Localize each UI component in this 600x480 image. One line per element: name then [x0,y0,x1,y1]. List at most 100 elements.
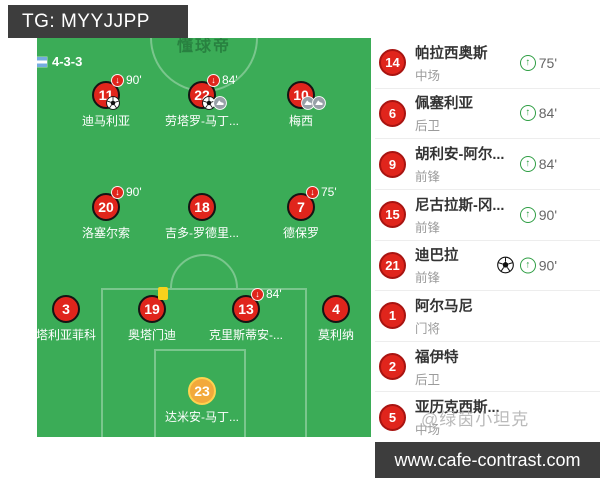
yellow-card-icon [158,287,168,300]
app-watermark: 懂球帝 [176,38,231,55]
author-watermark: @绿茵小坦克 [421,410,530,429]
player-chip-wrap: 19 [138,287,168,323]
bench-player-position: 中场 [415,68,441,83]
bench-player-info: 亚历克西斯... 中场 [415,396,500,438]
formation-label: 4-3-3 [37,54,82,69]
bench-row-badges: ↑ 84' [519,105,557,122]
bench-player-row-14[interactable]: 14 帕拉西奥斯 中场 ↑ 75' [375,38,600,89]
bench-player-position: 门将 [415,321,441,336]
player-number-chip: 3 [52,295,80,323]
pitch-player-13[interactable]: 13 ↓ 84' 克里斯蒂安-... [186,287,306,343]
pitch-player-23[interactable]: 23 达米安-马丁... [142,377,262,425]
pitch-player-3[interactable]: 3 塔利亚菲科 [37,295,126,343]
sub-off-time: 84' [222,73,238,87]
pitch-player-11[interactable]: 11 ↓ 90' 迪马利亚 [46,73,166,129]
bench-player-row-6[interactable]: 6 佩塞利亚 后卫 ↑ 84' [375,89,600,140]
sub-off-badge: ↓ 75' [306,185,337,199]
site-banner: www.cafe-contrast.com [375,442,600,478]
bench-player-name: 帕拉西奥斯 [415,45,488,62]
goal-area-line [154,349,246,437]
bench-player-info: 阿尔马尼 门将 [415,295,473,337]
pitch-player-22[interactable]: 22 ↓ 84' 劳塔罗-马丁... [142,73,262,129]
pitch-player-7[interactable]: 7 ↓ 75' 德保罗 [241,185,361,241]
bench-player-name: 迪巴拉 [415,248,459,265]
player-name: 德保罗 [282,226,319,240]
penalty-box-line [101,288,307,437]
bench-player-row-1[interactable]: 1 阿尔马尼 门将 [375,291,600,342]
event-icons [106,96,120,110]
player-name: 达米安-马丁... [165,410,239,424]
player-chip-wrap: 18 [188,193,216,221]
sub-off-arrow-icon: ↓ [207,73,220,87]
bench-number-chip: 14 [379,49,406,77]
sub-off-arrow-icon: ↓ [111,185,124,199]
player-number-chip: 13 [232,295,260,323]
sub-on-time: 90' [538,257,557,274]
bench-player-name: 亚历克西斯... [415,400,500,417]
tg-channel-banner: TG: MYYJJPP [8,5,188,38]
sub-on-arrow-icon: ↑ [519,156,536,173]
sub-on-arrow-icon: ↑ [519,206,536,223]
bench-player-position: 中场 [415,423,441,438]
player-chip-wrap: 11 ↓ 90' [92,73,142,110]
sub-off-time: 84' [266,287,282,301]
sub-on-time: 90' [538,206,557,223]
pitch-player-20[interactable]: 20 ↓ 90' 洛塞尔索 [46,185,166,241]
sub-off-arrow-icon: ↓ [251,287,264,301]
sub-off-time: 90' [126,185,142,199]
player-number-chip: 18 [188,193,216,221]
bench-player-position: 后卫 [415,372,441,387]
bench-row-badges: ↑ 75' [519,54,557,71]
bench-player-row-21[interactable]: 21 迪巴拉 前锋 ↑ 90' [375,241,600,292]
player-chip-wrap: 20 ↓ 90' [92,185,142,221]
bench-player-name: 尼古拉斯-冈... [415,197,505,214]
sub-off-badge: ↓ 84' [251,287,282,301]
player-number-chip: 4 [322,295,350,323]
player-chip-wrap: 7 ↓ 75' [287,185,337,221]
player-number-chip: 23 [188,377,216,405]
goal-ball-icon [202,96,216,110]
bench-player-name: 胡利安-阿尔... [415,147,505,164]
bench-player-info: 迪巴拉 前锋 [415,244,459,286]
sub-off-arrow-icon: ↓ [111,73,124,87]
sub-off-time: 75' [321,185,337,199]
bench-row-badges: ↑ 90' [519,206,557,223]
bench-player-row-15[interactable]: 15 尼古拉斯-冈... 前锋 ↑ 90' [375,190,600,241]
bench-row-badges: ↑ 90' [496,256,557,274]
bench-number-chip: 1 [379,302,406,330]
player-chip-wrap: 23 [188,377,216,405]
bench-number-chip: 6 [379,99,406,127]
pitch-player-18[interactable]: 18 吉多-罗德里... [142,193,262,241]
bench-number-chip: 2 [379,353,406,381]
player-name: 梅西 [288,114,313,128]
bench-player-info: 佩塞利亚 后卫 [415,92,473,134]
player-chip-wrap: 3 [52,295,80,323]
bench-player-position: 后卫 [415,119,441,134]
bench-player-row-5[interactable]: 5 亚历克西斯... 中场 [375,392,600,442]
player-name: 奥塔门迪 [127,328,176,342]
bench-player-row-2[interactable]: 2 福伊特 后卫 [375,342,600,393]
player-name: 劳塔罗-马丁... [165,114,239,128]
pitch-player-19[interactable]: 19 奥塔门迪 [92,287,212,343]
goal-ball-icon [106,96,120,110]
sub-on-time: 75' [538,54,557,71]
bench-player-row-9[interactable]: 9 胡利安-阿尔... 前锋 ↑ 84' [375,139,600,190]
sub-on-time: 84' [538,156,557,173]
sub-on-time: 84' [538,105,557,122]
sub-on-arrow-icon: ↑ [519,105,536,122]
sub-off-badge: ↓ 90' [111,73,142,87]
pitch-player-4[interactable]: 4 莫利纳 [276,295,371,343]
bench-player-position: 前锋 [415,170,441,185]
player-name: 迪马利亚 [81,114,130,128]
pitch-player-10[interactable]: 10 梅西 [241,81,361,129]
player-chip-wrap: 10 [287,81,326,110]
bench-player-name: 福伊特 [415,349,459,366]
assist-shoe-icon [213,96,227,110]
player-name: 莫利纳 [317,328,354,342]
argentina-flag-icon [37,56,47,67]
bench-player-name: 阿尔马尼 [415,298,473,315]
assist-shoe-icon [312,96,326,110]
sub-off-arrow-icon: ↓ [306,185,319,199]
football-pitch: 懂球帝 4-3-3 11 ↓ 90' 迪马利亚 22 ↓ 84' 劳塔罗-马丁.… [37,38,371,437]
bench-list: 14 帕拉西奥斯 中场 ↑ 75' 6 佩塞利亚 后卫 ↑ 84' 9 胡利安-阿尔… [375,38,600,442]
